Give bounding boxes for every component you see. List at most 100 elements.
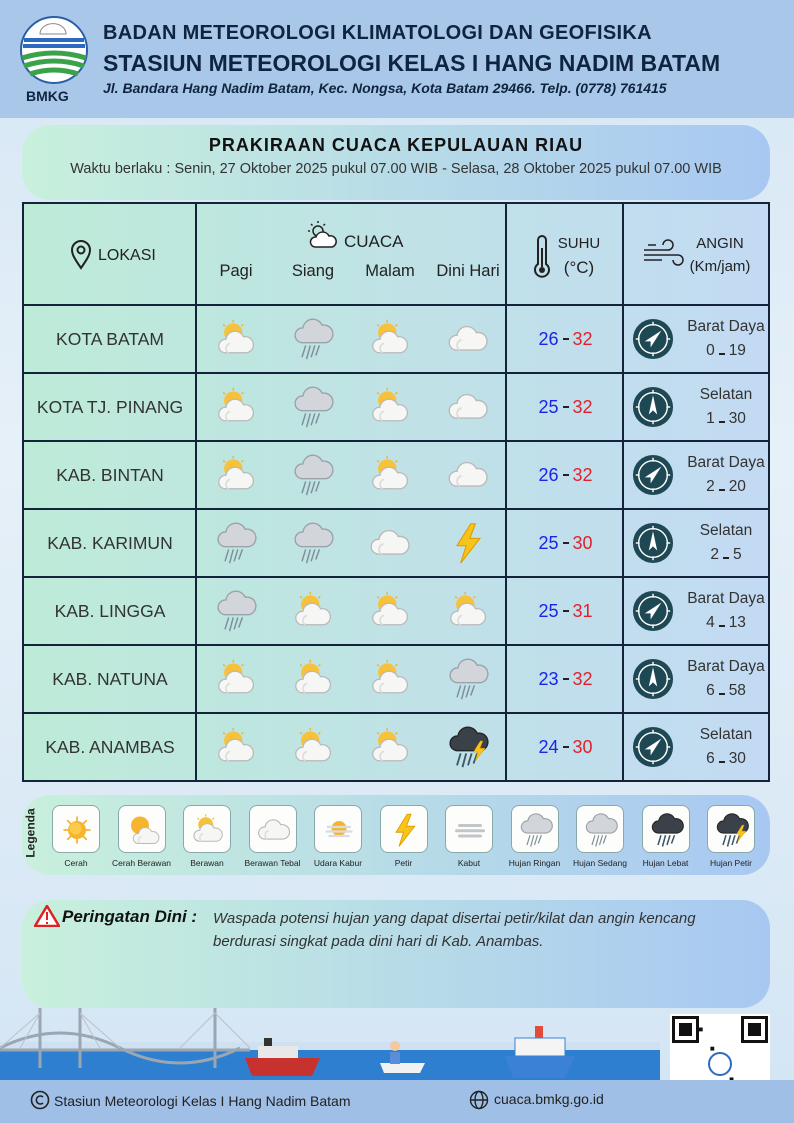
legend-item: Hujan Lebat bbox=[634, 805, 698, 868]
location: KAB. BINTAN bbox=[56, 464, 164, 485]
footer: Stasiun Meteorologi Kelas I Hang Nadim B… bbox=[0, 1080, 794, 1123]
icon-shape bbox=[219, 728, 254, 761]
location: KOTA BATAM bbox=[56, 328, 164, 349]
legend-title: Legenda bbox=[23, 808, 38, 858]
divider bbox=[195, 374, 197, 440]
icon bbox=[370, 529, 410, 555]
icon-shape bbox=[219, 388, 254, 421]
temperature: 25 32 bbox=[507, 374, 624, 440]
icon-shape bbox=[62, 815, 92, 845]
website[interactable]: cuaca.bmkg.go.id bbox=[494, 1091, 604, 1107]
icon bbox=[632, 590, 674, 632]
wind-max: 30 bbox=[728, 410, 746, 427]
icon-shape bbox=[296, 592, 331, 625]
logo bbox=[20, 16, 88, 84]
icon-shape bbox=[585, 813, 618, 848]
dash bbox=[718, 625, 725, 627]
wind-arrow bbox=[644, 738, 662, 756]
divider bbox=[505, 306, 507, 372]
icon-shape bbox=[217, 590, 257, 632]
divider bbox=[505, 510, 507, 576]
icon bbox=[632, 318, 674, 360]
divider bbox=[505, 442, 507, 508]
icon bbox=[214, 385, 258, 429]
qr-finder bbox=[748, 1023, 761, 1036]
dash bbox=[718, 761, 725, 763]
icon-shape bbox=[217, 522, 257, 564]
icon-shape bbox=[294, 522, 334, 564]
icon bbox=[455, 824, 485, 838]
icon-shape bbox=[296, 660, 331, 693]
legend-item: Hujan Sedang bbox=[568, 805, 632, 868]
icon bbox=[368, 657, 412, 701]
wind-arrow bbox=[644, 466, 662, 484]
icon bbox=[632, 454, 674, 496]
icon bbox=[448, 461, 488, 487]
divider bbox=[622, 306, 624, 372]
wind: Barat Daya 2 20 bbox=[676, 442, 776, 508]
table-row: KOTA TJ. PINANG 25 32 Selatan 1 30 bbox=[24, 372, 768, 440]
icon bbox=[294, 522, 334, 564]
icon-shape bbox=[294, 386, 334, 428]
divider bbox=[195, 204, 197, 304]
icon bbox=[62, 815, 92, 845]
icon bbox=[632, 386, 674, 428]
temperature: 25 30 bbox=[507, 510, 624, 576]
divider bbox=[195, 646, 197, 712]
table-row: KAB. NATUNA 23 32 Barat Daya 6 58 bbox=[24, 644, 768, 712]
wind-arrow bbox=[644, 602, 662, 620]
location-header: LOKASI bbox=[98, 247, 156, 264]
qr-finder bbox=[741, 1016, 768, 1043]
legend-item: Petir bbox=[372, 805, 436, 868]
icon bbox=[520, 813, 553, 848]
globe-icon bbox=[469, 1090, 489, 1110]
legend-label: Berawan bbox=[190, 858, 224, 868]
header: BMKG BADAN METEOROLOGI KLIMATOLOGI DAN G… bbox=[0, 0, 794, 118]
wind: Barat Daya 6 58 bbox=[676, 646, 776, 712]
icon-shape bbox=[219, 660, 254, 693]
icon bbox=[651, 813, 684, 848]
wind: Selatan 1 30 bbox=[676, 374, 776, 440]
wind-min: 6 bbox=[706, 682, 715, 699]
legend: Legenda Cerah Cerah Berawan Berawan Berawan… bbox=[22, 795, 770, 875]
warning-box: Peringatan Dini : Waspada potensi hujan … bbox=[22, 900, 770, 1008]
icon-shape bbox=[456, 523, 481, 564]
legend-item: Hujan Ringan bbox=[503, 805, 567, 868]
temp-max: 32 bbox=[572, 328, 593, 349]
temp-min: 24 bbox=[538, 736, 559, 757]
temperature: 26 32 bbox=[507, 442, 624, 508]
dash bbox=[562, 474, 569, 476]
wind-arrow bbox=[648, 531, 658, 551]
icon-shape bbox=[455, 824, 485, 838]
legend-icon-box bbox=[183, 805, 231, 853]
legend-label: Kabut bbox=[457, 858, 481, 868]
thermometer-icon bbox=[534, 235, 550, 278]
temp-max: 32 bbox=[572, 464, 593, 485]
icon bbox=[294, 386, 334, 428]
icon bbox=[448, 325, 488, 351]
legend-item: Udara Kabur bbox=[306, 805, 370, 868]
legend-icon-box bbox=[117, 805, 166, 853]
title-box: PRAKIRAAN CUACA KEPULAUAN RIAU Waktu ber… bbox=[22, 125, 770, 200]
temp-max: 31 bbox=[572, 600, 593, 621]
icon-shape bbox=[717, 814, 748, 847]
icon bbox=[291, 725, 335, 769]
forecast-table: LOKASI CUACA SUHU (°C) ANGIN (Km/jam) Pa… bbox=[22, 202, 770, 782]
table-row: KAB. LINGGA 25 31 Barat Daya 4 13 bbox=[24, 576, 768, 644]
icon bbox=[217, 590, 257, 632]
icon bbox=[125, 812, 161, 848]
wind: Barat Daya 0 19 bbox=[676, 306, 776, 372]
wind-icon bbox=[644, 239, 684, 266]
icon bbox=[368, 589, 412, 633]
divider bbox=[505, 204, 507, 304]
temp-max: 32 bbox=[572, 396, 593, 417]
icon bbox=[368, 725, 412, 769]
wind-speed: 4 13 bbox=[706, 611, 746, 635]
wind-speed: 2 20 bbox=[706, 475, 746, 499]
dash bbox=[718, 421, 725, 423]
icon-shape bbox=[194, 814, 222, 841]
icon-shape bbox=[448, 461, 488, 487]
